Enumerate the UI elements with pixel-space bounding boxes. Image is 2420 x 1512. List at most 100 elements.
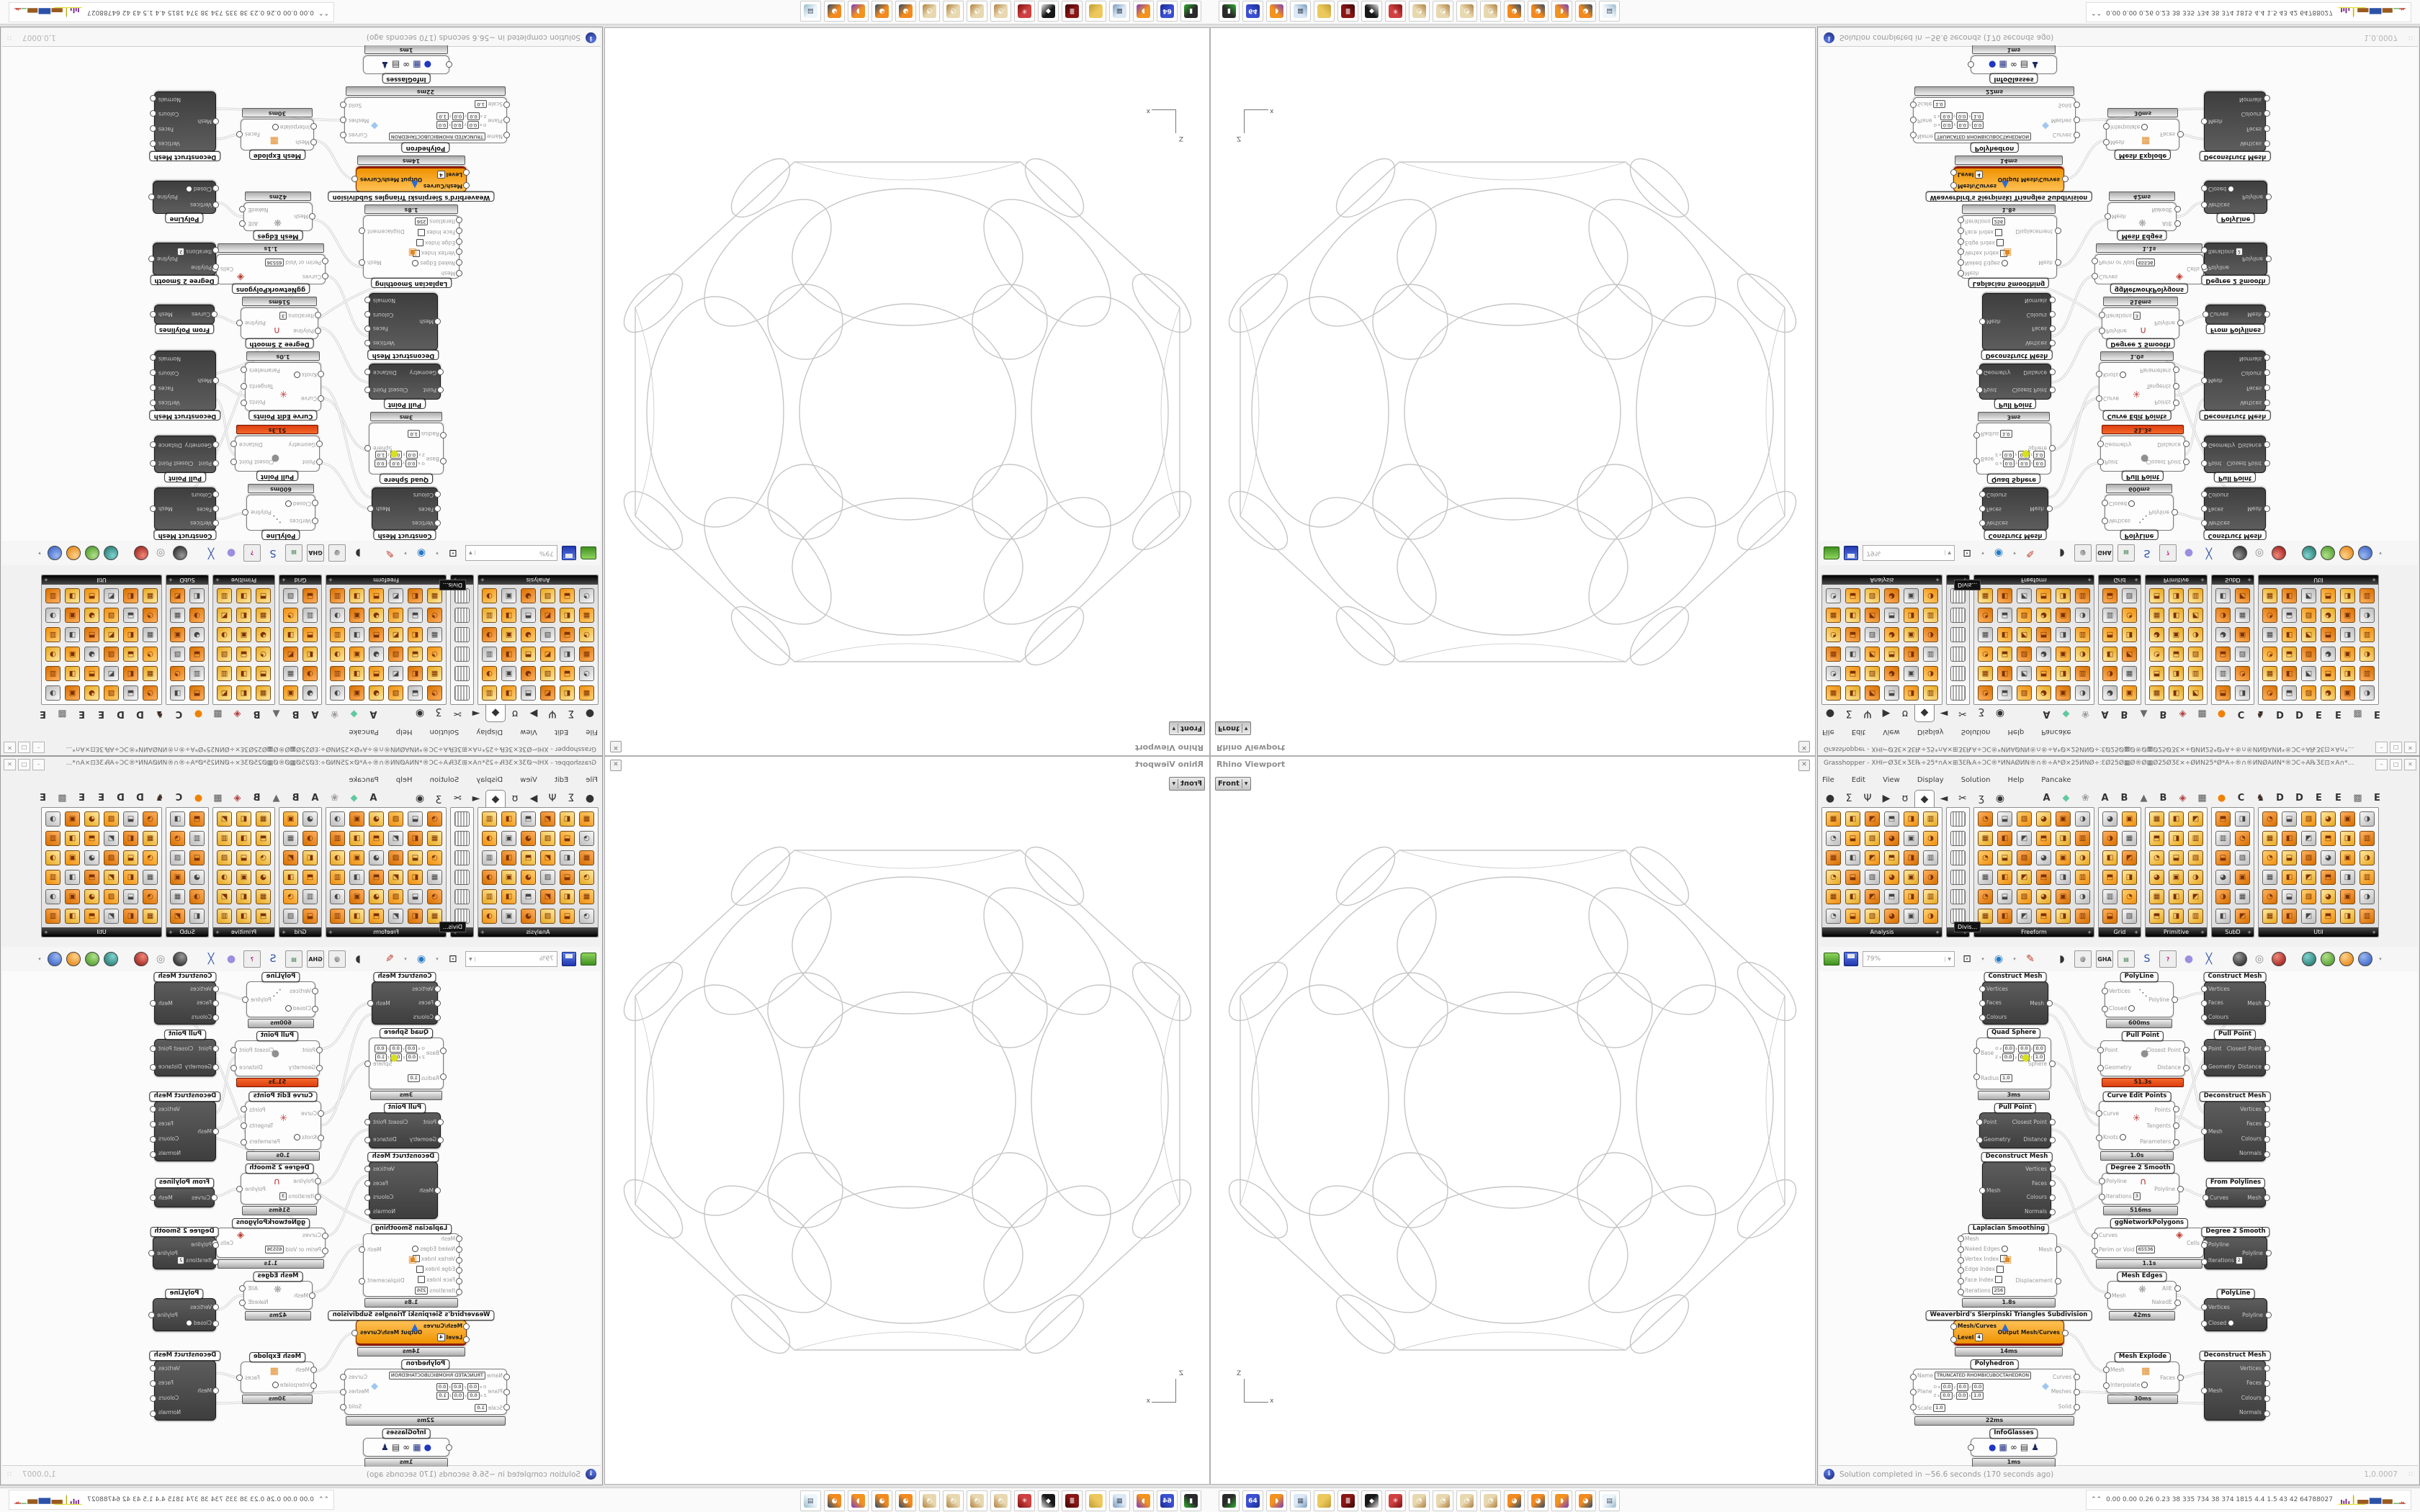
component-icon[interactable]: ▥ (2075, 870, 2090, 885)
component-icon[interactable]: ◩ (2017, 831, 2032, 846)
toggle-circle[interactable] (2128, 500, 2136, 508)
input-port[interactable] (434, 1000, 441, 1007)
value-chip[interactable]: 256 (414, 217, 429, 226)
component-icon[interactable]: ▥ (330, 909, 345, 924)
component-icon[interactable]: ◕ (2321, 608, 2336, 623)
component-icon[interactable]: ◧ (2282, 666, 2297, 681)
component-icon[interactable]: ◩ (104, 831, 119, 846)
component-icon[interactable]: ◔ (256, 647, 271, 662)
component-icon[interactable]: ▦ (1826, 889, 1841, 904)
toggle-circle[interactable] (272, 124, 279, 130)
menu-item-help[interactable]: Help (2007, 728, 2025, 737)
panel-title[interactable]: Grid + (2099, 575, 2141, 585)
maximize-button[interactable]: □ (18, 759, 30, 770)
doc-image-icon[interactable]: ▤ (2118, 544, 2135, 562)
floppy-64-taskbar-button[interactable]: 64 (1157, 1490, 1178, 1511)
component-icon[interactable]: ▣ (1904, 627, 1919, 642)
red-label-taskbar-button[interactable]: ≣ (1337, 1, 1358, 22)
value-chip[interactable]: 0.0 (2018, 1045, 2030, 1053)
component-icon[interactable]: ◑ (2102, 666, 2118, 681)
input-port[interactable] (2102, 987, 2108, 994)
output-port[interactable] (2177, 131, 2184, 138)
component-icon[interactable]: ◧ (1845, 889, 1860, 904)
menu-item-file[interactable]: File (586, 728, 598, 737)
component-icon[interactable]: ◑ (45, 685, 60, 701)
floppy-64-taskbar-button[interactable]: 64 (1242, 1490, 1263, 1511)
component-icon[interactable]: ▥ (1923, 608, 1938, 623)
output-port[interactable] (2055, 1278, 2061, 1284)
component-icon[interactable]: ▥ (482, 850, 497, 865)
input-port[interactable] (1976, 1118, 1983, 1125)
tab-plugin-icon[interactable]: ♞ (2256, 793, 2265, 804)
close-button[interactable]: ✕ (4, 759, 16, 770)
menu-item-view[interactable]: View (520, 775, 537, 784)
output-port[interactable] (364, 1209, 371, 1215)
component-icon[interactable]: ◩ (388, 909, 403, 924)
input-port[interactable] (2099, 1194, 2105, 1200)
component-icon[interactable]: ◩ (540, 889, 555, 904)
balloon-icon[interactable]: ● (2184, 953, 2194, 965)
component-icon[interactable]: ⬓ (2282, 889, 2297, 904)
component-icon[interactable] (454, 811, 470, 827)
panel-title[interactable]: Analysis + (1822, 575, 1942, 585)
component-icon[interactable]: ◑ (1923, 627, 1938, 642)
component-icon[interactable]: ◨ (2340, 831, 2355, 846)
component-icon[interactable]: ◑ (2102, 831, 2118, 846)
component-icon[interactable]: ▦ (2149, 811, 2164, 827)
component-icon[interactable]: ◧ (560, 647, 575, 662)
component-icon[interactable]: ◔ (1826, 870, 1841, 885)
input-port[interactable] (1958, 259, 1964, 266)
component-icon[interactable]: ⬒ (2321, 831, 2336, 846)
tab-plugin-icon[interactable]: ◆ (2062, 708, 2070, 719)
tab-plugin-icon[interactable]: E (2374, 708, 2380, 719)
output-port[interactable] (150, 1064, 156, 1071)
graph-node-pp3[interactable]: Point Geometry Closest Point Distance (154, 436, 216, 473)
input-port[interactable] (212, 1303, 219, 1310)
value-chip[interactable]: 0.0 (1956, 1383, 1968, 1392)
panel-title[interactable]: Analysis + (1822, 927, 1942, 937)
chevron-up-icon[interactable]: ⌃⌃ (2091, 9, 2102, 17)
help-box-icon[interactable]: ? (243, 950, 261, 968)
component-icon[interactable]: ◕ (2036, 811, 2051, 827)
input-port[interactable] (1979, 520, 1986, 526)
caret-icon[interactable]: ▾ (1981, 956, 1984, 962)
component-icon[interactable]: ⬒ (369, 666, 384, 681)
component-icon[interactable]: ▦ (256, 608, 271, 623)
graph-node-gg[interactable]: Curves Perim or Void 65536 Cells ◈ (2094, 1228, 2204, 1258)
resize-grip[interactable]: ∷ (2408, 34, 2414, 41)
component-icon[interactable]: ▦ (1978, 870, 1993, 885)
graph-node-lap[interactable]: Mesh Naked Edges Vertex Index Edge Index Fac… (363, 215, 460, 279)
component-icon[interactable]: ◩ (170, 909, 185, 924)
component-icon[interactable]: ◩ (2188, 889, 2203, 904)
component-icon[interactable] (1950, 685, 1966, 701)
input-port[interactable] (2201, 1303, 2208, 1310)
graph-node-dm1[interactable]: Mesh Vertices Faces Colours Normals (1982, 1161, 2051, 1219)
input-port[interactable] (2103, 1367, 2110, 1373)
save-file-icon[interactable] (1844, 546, 1858, 560)
component-icon[interactable]: ⬒ (84, 666, 99, 681)
graph-node-d2r[interactable]: Polyline Iterations 2 Polyline (2204, 243, 2267, 276)
graph-node-mx[interactable]: Mesh Interpolate Faces ▦ (2106, 119, 2179, 150)
component-icon[interactable]: ◧ (236, 608, 251, 623)
tab-plugin-icon[interactable]: E (79, 793, 85, 804)
close-button[interactable]: ✕ (2404, 742, 2416, 753)
component-icon[interactable]: ◑ (2075, 889, 2090, 904)
component-icon[interactable]: ▣ (283, 811, 298, 827)
component-icon[interactable]: ◑ (482, 627, 497, 642)
component-icon[interactable] (454, 870, 470, 885)
menu-item-pancake[interactable]: Pancake (2041, 775, 2071, 784)
component-icon[interactable]: ▧ (2235, 850, 2250, 865)
palette-app-taskbar-button[interactable]: ◔ (919, 1, 940, 22)
output-port[interactable] (2174, 220, 2181, 227)
tab-category-icon[interactable]: ▶ (1882, 708, 1891, 719)
graph-node-cm1[interactable]: Vertices Faces Colours Mesh (372, 981, 438, 1025)
component-icon[interactable]: ▣ (2340, 647, 2355, 662)
component-icon[interactable]: ⬓ (236, 850, 251, 865)
component-icon[interactable]: ◧ (560, 811, 575, 827)
input-port[interactable] (309, 213, 315, 220)
output-port[interactable] (230, 1046, 237, 1053)
component-icon[interactable]: ▥ (2188, 909, 2203, 924)
component-icon[interactable]: ▣ (349, 685, 364, 701)
component-icon[interactable]: ▥ (45, 831, 60, 846)
component-icon[interactable]: ▥ (2360, 831, 2375, 846)
